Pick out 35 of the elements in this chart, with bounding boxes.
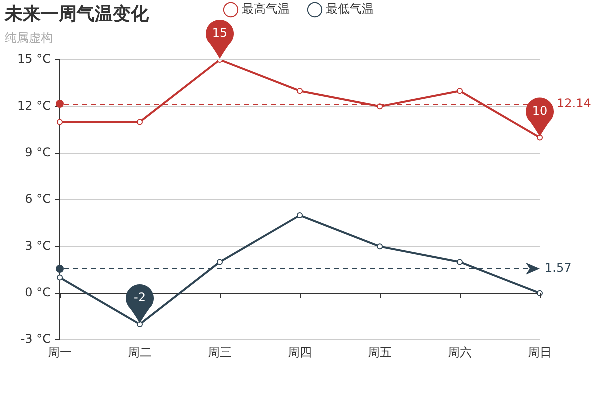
ref-line-label: 1.57 [545, 261, 572, 276]
y-tick-label: 9 °C [25, 145, 51, 160]
x-tick-label: 周一 [48, 345, 72, 360]
point [377, 244, 383, 250]
x-tick-label: 周六 [448, 345, 472, 360]
legend-label: 最高气温 [242, 2, 290, 16]
x-tick-label: 周五 [368, 345, 392, 360]
annotation: 15 [212, 26, 228, 40]
x-tick-label: 周三 [208, 345, 232, 360]
annotation: -2 [134, 290, 146, 305]
y-tick-label: 6 °C [25, 192, 51, 206]
x-tick-label: 周二 [128, 345, 152, 360]
point [537, 290, 543, 296]
x-tick-label: 周四 [288, 345, 312, 360]
chart-title: 未来一周气温变化 [5, 3, 149, 26]
point [57, 119, 63, 126]
legend-label: 最低气温 [326, 2, 374, 16]
x-tick-label: 周日 [528, 345, 552, 360]
point [217, 259, 223, 266]
annotation: 10 [532, 104, 548, 118]
point [537, 134, 543, 141]
y-tick-label: 0 °C [25, 285, 51, 300]
point [137, 321, 143, 328]
ref-line-label: 12.14 [557, 96, 592, 111]
point [457, 259, 463, 266]
point [297, 88, 303, 94]
y-tick-label: 15 °C [18, 52, 51, 66]
point [457, 88, 463, 94]
point [57, 274, 63, 281]
y-tick-label: 3 °C [25, 238, 51, 253]
point [297, 212, 303, 219]
y-tick-label: -3 °C [20, 332, 51, 346]
point [137, 119, 143, 126]
chart-subtitle: 纯属虚构 [5, 30, 53, 47]
y-tick-label: 12 °C [18, 98, 51, 113]
